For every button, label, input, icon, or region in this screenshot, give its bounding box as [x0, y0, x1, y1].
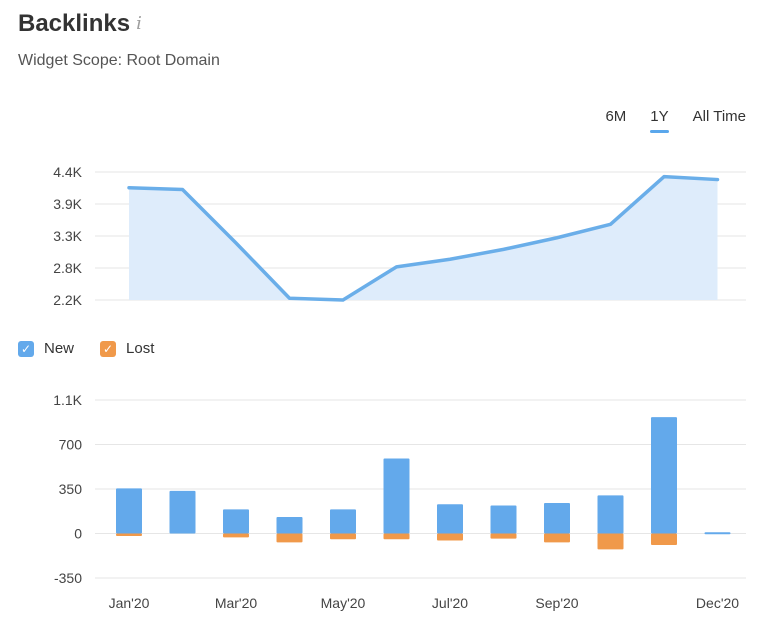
legend-label-new: New: [44, 340, 75, 357]
legend-item-new[interactable]: ✓ New: [18, 340, 74, 357]
bar-new: [330, 509, 356, 534]
x-tick-label: Jul'20: [432, 595, 468, 611]
bar-new: [383, 458, 410, 534]
bar-new: [651, 417, 677, 534]
chart-legend: ✓ New ✓ Lost: [18, 340, 154, 357]
widget-title: Backlinks: [18, 10, 131, 37]
area-fill: [129, 176, 718, 300]
widget-header: Backlinks i: [18, 10, 142, 38]
bar-new: [704, 532, 731, 535]
checkmark-icon[interactable]: ✓: [18, 340, 34, 357]
bar-y-tick-label: 1.1K: [53, 392, 82, 408]
x-tick-label: Jan'20: [109, 595, 150, 611]
bar-new: [490, 505, 517, 534]
area-y-tick-label: 3.9K: [53, 196, 82, 212]
bar-lost: [490, 533, 517, 539]
widget-subtitle: Widget Scope: Root Domain: [18, 52, 220, 69]
tab-all-time[interactable]: All Time: [692, 108, 746, 125]
x-tick-label: Mar'20: [215, 595, 258, 611]
bar-lost: [116, 533, 142, 537]
bar-lost: [597, 533, 624, 550]
bar-new: [223, 509, 249, 534]
bar-y-tick-label: 350: [59, 481, 83, 497]
area-y-tick-label: 4.4K: [53, 164, 82, 180]
bar-new: [169, 490, 196, 534]
bar-new: [544, 502, 570, 534]
bar-lost: [330, 533, 356, 540]
x-tick-label: Sep'20: [535, 595, 578, 611]
period-tabs: 6M 1Y All Time: [605, 108, 746, 133]
tab-6m[interactable]: 6M: [605, 108, 627, 125]
bar-new: [116, 488, 142, 534]
series-line-backlinks: [127, 174, 720, 302]
bar-new: [276, 516, 303, 534]
bar-y-tick-label: 700: [59, 437, 83, 453]
area-y-tick-label: 2.2K: [53, 292, 82, 308]
checkmark-icon[interactable]: ✓: [100, 340, 117, 357]
bar-lost: [437, 533, 463, 541]
bar-lost: [651, 533, 677, 545]
tab-1y[interactable]: 1Y: [650, 108, 670, 133]
area-y-tick-label: 3.3K: [53, 228, 82, 244]
legend-item-lost[interactable]: ✓ Lost: [100, 340, 154, 357]
legend-label-lost: Lost: [126, 340, 155, 357]
area-y-tick-label: 2.8K: [53, 260, 82, 276]
bar-lost: [544, 533, 570, 543]
bar-lost: [276, 533, 303, 543]
bar-y-tick-label: 0: [74, 526, 82, 542]
bar-new: [597, 495, 624, 534]
bar-y-tick-label: -350: [54, 570, 82, 586]
x-tick-label: May'20: [321, 595, 366, 611]
info-icon[interactable]: i: [136, 13, 142, 34]
bar-new: [437, 504, 463, 534]
x-tick-label: Dec'20: [696, 595, 739, 611]
bar-lost: [223, 533, 249, 538]
bar-lost: [383, 533, 410, 540]
